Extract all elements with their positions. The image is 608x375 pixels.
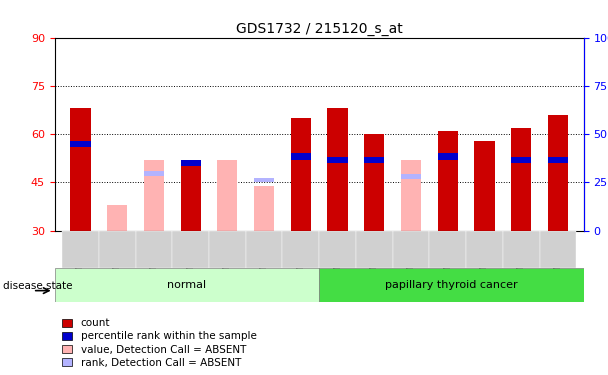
Bar: [181, 163, 201, 231]
Bar: [217, 160, 238, 231]
Bar: [474, 141, 494, 231]
Bar: [328, 157, 348, 163]
Bar: [254, 186, 274, 231]
Bar: [71, 108, 91, 231]
Bar: [438, 131, 458, 231]
Bar: [364, 134, 384, 231]
Bar: [246, 231, 283, 268]
Bar: [328, 108, 348, 231]
Bar: [356, 231, 393, 268]
Bar: [283, 231, 319, 268]
Bar: [71, 141, 91, 147]
Bar: [319, 268, 584, 302]
Bar: [364, 157, 384, 163]
Text: papillary thyroid cancer: papillary thyroid cancer: [385, 280, 518, 290]
Text: disease state: disease state: [3, 281, 72, 291]
Bar: [254, 177, 274, 182]
Bar: [548, 157, 568, 163]
Bar: [503, 231, 539, 268]
Bar: [144, 160, 164, 231]
Legend: count, percentile rank within the sample, value, Detection Call = ABSENT, rank, : count, percentile rank within the sample…: [60, 316, 259, 370]
Bar: [438, 153, 458, 160]
Bar: [291, 118, 311, 231]
Bar: [107, 205, 127, 231]
Bar: [548, 115, 568, 231]
Bar: [136, 231, 172, 268]
Bar: [319, 231, 356, 268]
Bar: [429, 231, 466, 268]
Bar: [209, 231, 246, 268]
Bar: [291, 153, 311, 160]
Bar: [466, 231, 503, 268]
Bar: [401, 174, 421, 179]
Bar: [511, 157, 531, 163]
Bar: [98, 231, 136, 268]
Bar: [172, 231, 209, 268]
Text: normal: normal: [167, 280, 207, 290]
Title: GDS1732 / 215120_s_at: GDS1732 / 215120_s_at: [236, 22, 402, 36]
Bar: [511, 128, 531, 231]
Bar: [393, 231, 429, 268]
Bar: [55, 268, 319, 302]
Bar: [144, 171, 164, 176]
Bar: [539, 231, 576, 268]
Bar: [401, 160, 421, 231]
Bar: [62, 231, 98, 268]
Bar: [181, 160, 201, 166]
